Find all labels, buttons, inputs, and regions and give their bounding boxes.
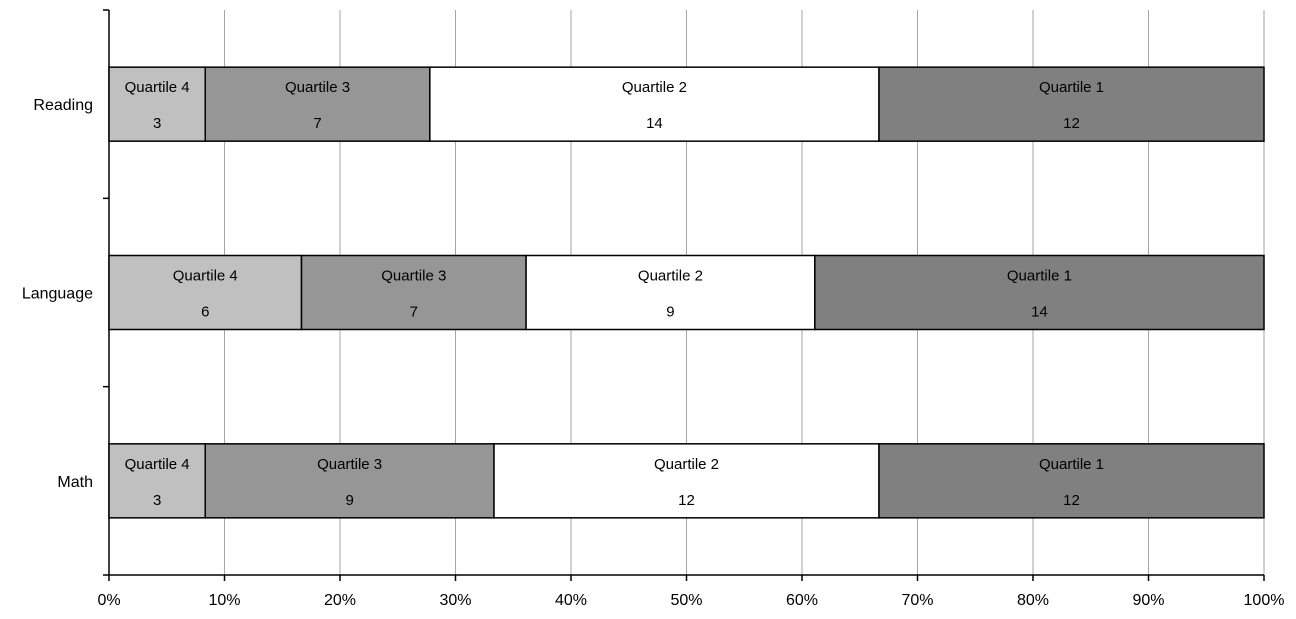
x-tick-label: 60% xyxy=(786,592,818,609)
segment-value-label: 14 xyxy=(646,115,663,132)
segment-value-label: 7 xyxy=(313,115,321,132)
bar-segment xyxy=(108,254,303,331)
bar-segment xyxy=(878,443,1265,519)
bar-segment xyxy=(300,254,527,331)
segment-value-label: 7 xyxy=(410,304,418,321)
axis-labels: 0% 10% 20% 30% 40% 50% 60% 70% 80% 90% 100% Reading… xyxy=(22,97,1285,609)
bar-segment xyxy=(108,443,206,519)
bar-segment xyxy=(204,443,495,519)
x-tick-label: 100% xyxy=(1244,592,1285,609)
bar-segment xyxy=(525,254,816,331)
segment-value-label: 6 xyxy=(201,304,209,321)
segment-value-label: 3 xyxy=(153,115,161,132)
segment-name-label: Quartile 2 xyxy=(654,456,719,473)
bar-segments: Quartile 4 3 Quartile 3 7 Quartile 2 14 Quarti… xyxy=(108,66,1265,519)
segment-value-label: 14 xyxy=(1031,304,1048,321)
segment-value-label: 12 xyxy=(1063,115,1080,132)
x-tick-label: 20% xyxy=(324,592,356,609)
segment-value-label: 9 xyxy=(345,492,353,509)
segment-name-label: Quartile 3 xyxy=(317,456,382,473)
segment-name-label: Quartile 3 xyxy=(285,79,350,96)
segment-name-label: Quartile 4 xyxy=(173,268,238,285)
segment-value-label: 12 xyxy=(678,492,695,509)
segment-value-label: 9 xyxy=(666,304,674,321)
bar-segment xyxy=(878,66,1265,142)
bar-segment xyxy=(429,66,880,142)
segment-name-label: Quartile 2 xyxy=(622,79,687,96)
segment-name-label: Quartile 1 xyxy=(1039,456,1104,473)
x-tick-label: 10% xyxy=(208,592,240,609)
x-tick-label: 0% xyxy=(97,592,120,609)
x-tick-label: 40% xyxy=(555,592,587,609)
segment-name-label: Quartile 2 xyxy=(638,268,703,285)
segment-name-label: Quartile 1 xyxy=(1007,268,1072,285)
x-tick-label: 50% xyxy=(670,592,702,609)
segment-value-label: 12 xyxy=(1063,492,1080,509)
bar-segment xyxy=(204,66,431,142)
y-category-label: Language xyxy=(22,286,93,303)
y-category-label: Reading xyxy=(33,97,93,114)
x-tick-label: 30% xyxy=(439,592,471,609)
y-category-label: Math xyxy=(57,474,93,491)
segment-name-label: Quartile 3 xyxy=(381,268,446,285)
bar-segment xyxy=(493,443,880,519)
segment-name-label: Quartile 4 xyxy=(125,456,190,473)
x-tick-label: 80% xyxy=(1017,592,1049,609)
x-tick-label: 90% xyxy=(1132,592,1164,609)
segment-name-label: Quartile 1 xyxy=(1039,79,1104,96)
x-tick-label: 70% xyxy=(901,592,933,609)
segment-name-label: Quartile 4 xyxy=(125,79,190,96)
segment-value-label: 3 xyxy=(153,492,161,509)
bar-segment xyxy=(814,254,1265,331)
